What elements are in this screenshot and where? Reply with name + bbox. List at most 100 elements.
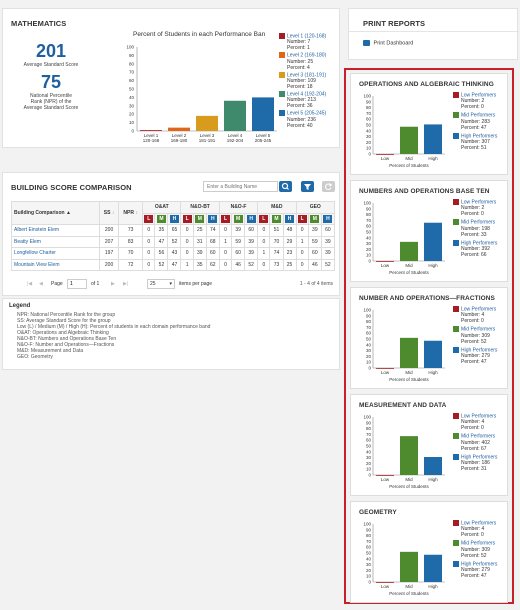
legend-item: Mid Performers Number: 283 Percent: 47 xyxy=(453,112,509,131)
building-name-link[interactable]: Longfellow Charter xyxy=(11,247,100,260)
legend-label[interactable]: High Performers xyxy=(461,560,498,567)
legend-label[interactable]: High Performers xyxy=(461,239,498,246)
legend-label[interactable]: High Performers xyxy=(461,346,498,353)
legend-item: Mid Performers Number: 309 Percent: 52 xyxy=(453,540,509,559)
filter-button[interactable] xyxy=(301,181,314,192)
y-tick-label: 50 xyxy=(366,123,372,128)
performer-bar xyxy=(376,475,394,476)
legend-label[interactable]: Low Performers xyxy=(461,92,497,99)
table-cell: 23 xyxy=(282,247,297,260)
per-page-value: 25 xyxy=(150,281,156,287)
per-page-select[interactable]: 25 ▾ xyxy=(147,279,175,289)
legend-label[interactable]: Level 3 (181-191) xyxy=(287,71,327,78)
last-page-icon[interactable]: ▶| xyxy=(123,281,129,287)
col-ss[interactable]: SS ↕ xyxy=(98,201,120,225)
y-tick-label: 20 xyxy=(366,247,372,252)
pagination: |◀ ◀ Page of 1 ▶ ▶| 25 ▾ items per page … xyxy=(11,279,335,291)
col-npr[interactable]: NPR ↕ xyxy=(118,201,144,225)
domain-chart-title: NUMBER AND OPERATIONS—FRACTIONS xyxy=(359,295,495,302)
legend-label[interactable]: Level 2 (169-180) xyxy=(287,52,327,59)
domain-chart-panel: OPERATIONS AND ALGEBRAIC THINKING 0 10 20 30… xyxy=(350,73,508,175)
table-cell: 74 xyxy=(205,224,220,237)
y-tick-label: 20 xyxy=(129,112,135,117)
y-tick-label: 40 xyxy=(366,342,372,347)
table-cell: 0 xyxy=(295,224,309,237)
legend-label[interactable]: High Performers xyxy=(461,132,498,139)
y-tick-label: 50 xyxy=(366,551,372,556)
lmh-label-h: H xyxy=(169,214,179,223)
performer-bar xyxy=(424,457,442,475)
building-name-link[interactable]: Albert Einstein Elem xyxy=(11,224,100,237)
legend-title: Legend xyxy=(9,303,31,309)
page-input[interactable] xyxy=(67,279,87,289)
table-cell: 74 xyxy=(269,247,284,260)
table-cell: 59 xyxy=(231,235,246,248)
performer-bar xyxy=(424,124,442,154)
building-name-link[interactable]: Mountain View Elem xyxy=(11,258,100,271)
y-tick-label: 10 xyxy=(366,467,372,472)
legend-label[interactable]: Low Performers xyxy=(461,413,497,420)
legend-percent: Percent: 0 xyxy=(461,318,484,325)
building-search-input[interactable] xyxy=(203,181,278,192)
y-tick-label: 100 xyxy=(363,522,371,527)
prev-page-icon[interactable]: ◀ xyxy=(39,281,43,287)
lmh-header-h: H xyxy=(320,212,336,225)
table-row: Beatty Elem 207 83 0 47 52 0 31 68 1 59 39 0 70 29 1 59 3… xyxy=(11,235,336,248)
legend-line: NPR: National Percentile Rank for the gr… xyxy=(17,312,116,318)
table-cell: 200 xyxy=(98,224,120,237)
legend-label[interactable]: Level 1 (120-168) xyxy=(287,33,327,40)
col-oat: O&AT xyxy=(142,201,182,214)
table-cell: 39 xyxy=(320,235,336,248)
refresh-button[interactable] xyxy=(322,181,335,192)
lmh-header-l: L xyxy=(180,212,194,225)
legend-lines: NPR: National Percentile Rank for the gr… xyxy=(17,312,210,360)
level-bar xyxy=(252,97,274,131)
col-ss-label: SS xyxy=(103,210,111,216)
table-cell: 46 xyxy=(231,258,246,271)
legend-label[interactable]: Mid Performers xyxy=(461,219,496,226)
legend-percent: Percent: 33 xyxy=(461,231,487,238)
legend-label[interactable]: Low Performers xyxy=(461,199,497,206)
table-cell: 35 xyxy=(192,258,207,271)
legend-swatch xyxy=(453,413,459,419)
table-cell: 83 xyxy=(118,235,144,248)
y-tick-label: 10 xyxy=(366,360,372,365)
legend-swatch xyxy=(453,219,459,226)
y-tick-label: 90 xyxy=(366,527,372,532)
y-tick-label: 20 xyxy=(366,140,372,145)
legend-item: Level 2 (169-180) Number: 25 Percent: 4 xyxy=(279,52,339,71)
table-cell: 62 xyxy=(205,258,220,271)
table-cell: 0 xyxy=(180,224,194,237)
legend-label[interactable]: Level 4 (192-204) xyxy=(287,91,327,98)
legend-label[interactable]: High Performers xyxy=(461,453,498,460)
legend-number: Number: 2 xyxy=(461,205,485,212)
table-cell: 56 xyxy=(154,247,169,260)
legend-item: Level 1 (120-168) Number: 7 Percent: 1 xyxy=(279,33,339,51)
next-page-icon[interactable]: ▶ xyxy=(111,281,115,287)
table-cell: 0 xyxy=(142,235,156,248)
npr-label-2: Rank (NPR) of the xyxy=(30,99,72,105)
search-button[interactable] xyxy=(279,181,292,192)
refresh-icon xyxy=(325,183,333,191)
y-tick-label: 10 xyxy=(366,253,372,258)
performer-bar xyxy=(376,368,394,369)
legend-label[interactable]: Mid Performers xyxy=(461,326,496,333)
legend-swatch xyxy=(453,306,459,312)
legend-percent: Percent: 47 xyxy=(461,358,487,365)
legend-label[interactable]: Mid Performers xyxy=(461,112,496,119)
y-tick-label: 60 xyxy=(366,545,372,550)
legend-label[interactable]: Level 5 (205-245) xyxy=(287,110,327,117)
legend-label[interactable]: Low Performers xyxy=(461,520,497,527)
table-cell: 0 xyxy=(295,258,309,271)
legend-swatch xyxy=(279,90,285,97)
first-page-icon[interactable]: |◀ xyxy=(27,281,33,287)
items-range-label: 1 - 4 of 4 items xyxy=(299,281,333,287)
col-building-comparison[interactable]: Building Comparison ▲ xyxy=(11,201,100,225)
table-cell: 60 xyxy=(307,247,322,260)
print-dashboard-label: Print Dashboard xyxy=(373,40,414,47)
building-name-link[interactable]: Beatty Elem xyxy=(11,235,100,248)
legend-label[interactable]: Mid Performers xyxy=(461,540,496,547)
legend-label[interactable]: Mid Performers xyxy=(461,433,496,440)
print-dashboard-link[interactable]: Print Dashboard xyxy=(363,40,413,46)
legend-label[interactable]: Low Performers xyxy=(461,306,497,313)
